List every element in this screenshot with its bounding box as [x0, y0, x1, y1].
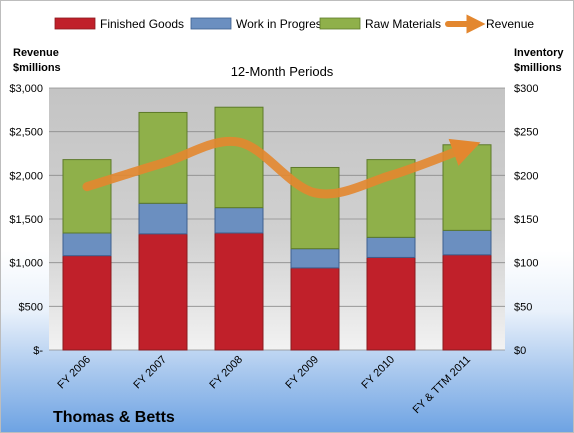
legend-label-raw-materials: Raw Materials: [365, 17, 441, 31]
right-axis-tick-label: $250: [514, 127, 538, 139]
legend-label-work-in-progress: Work in Progress: [236, 17, 328, 31]
left-axis-tick-label: $2,500: [9, 127, 43, 139]
left-axis-tick-label: $-: [33, 345, 43, 357]
right-axis-tick-label: $50: [514, 301, 532, 313]
bar-work-in-progress: [290, 248, 340, 269]
left-axis-tick-label: $3,000: [9, 83, 43, 95]
x-axis-tick-labels: FY 2006 FY 2007 FY 2008 FY 2009 FY 2010 FY & …: [55, 354, 473, 417]
right-axis-tick-label: $0: [514, 345, 526, 357]
gridlines: [49, 87, 505, 351]
bar-raw-materials: [214, 106, 264, 209]
legend-swatch-work-in-progress: [190, 17, 232, 30]
legend-item-finished-goods: Finished Goods: [54, 17, 184, 31]
bar-finished-goods: [290, 267, 340, 351]
right-axis-tick-label: $200: [514, 170, 538, 182]
bar-finished-goods: [62, 255, 112, 351]
x-axis-tick-label: FY 2006: [55, 354, 93, 392]
legend-label-revenue: Revenue: [486, 17, 534, 31]
right-axis-tick-labels: $0 $50 $100 $150 $200 $250 $300: [514, 83, 538, 357]
bar-finished-goods: [138, 233, 188, 351]
bar-work-in-progress: [214, 207, 264, 234]
legend-item-revenue: Revenue: [445, 14, 534, 34]
x-axis-tick-label: FY 2009: [283, 354, 321, 392]
bar-finished-goods: [366, 256, 416, 351]
left-axis-title-line2: $millions: [13, 62, 61, 74]
left-axis-title-line1: Revenue: [13, 47, 59, 59]
right-axis-title-line1: Inventory: [514, 47, 564, 59]
bar-finished-goods: [214, 232, 264, 351]
legend: Finished Goods Work in Progress Raw Mate…: [54, 14, 534, 34]
bar-raw-materials: [62, 159, 112, 234]
right-axis-tick-label: $150: [514, 214, 538, 226]
bars: [62, 106, 492, 351]
left-axis-tick-label: $500: [19, 301, 43, 313]
right-axis-tick-label: $100: [514, 258, 538, 270]
bar-work-in-progress: [138, 202, 188, 235]
legend-swatch-finished-goods: [54, 17, 96, 30]
revenue-line: [82, 136, 481, 199]
left-axis-tick-label: $1,000: [9, 258, 43, 270]
company-name: Thomas & Betts: [53, 409, 175, 426]
x-axis-tick-label: FY 2007: [131, 354, 169, 392]
legend-swatch-raw-materials: [319, 17, 361, 30]
x-axis-tick-label: FY & TTM 2011: [411, 354, 474, 417]
chart-title: 12-Month Periods: [231, 64, 334, 79]
x-axis-tick-label: FY 2010: [359, 354, 397, 392]
legend-item-work-in-progress: Work in Progress: [190, 17, 328, 31]
legend-label-finished-goods: Finished Goods: [100, 17, 184, 31]
right-axis-title-line2: $millions: [514, 62, 562, 74]
left-axis-tick-label: $1,500: [9, 214, 43, 226]
bar-work-in-progress: [442, 229, 492, 256]
bar-finished-goods: [442, 254, 492, 351]
revenue-line-layer: [82, 136, 481, 199]
legend-item-raw-materials: Raw Materials: [319, 17, 441, 31]
x-axis-tick-label: FY 2008: [207, 354, 245, 392]
left-axis-tick-labels: $- $500 $1,000 $1,500 $2,000 $2,500 $3,000: [9, 83, 43, 357]
bar-work-in-progress: [62, 232, 112, 257]
bar-work-in-progress: [366, 236, 416, 258]
left-axis-tick-label: $2,000: [9, 170, 43, 182]
right-axis-tick-label: $300: [514, 83, 538, 95]
